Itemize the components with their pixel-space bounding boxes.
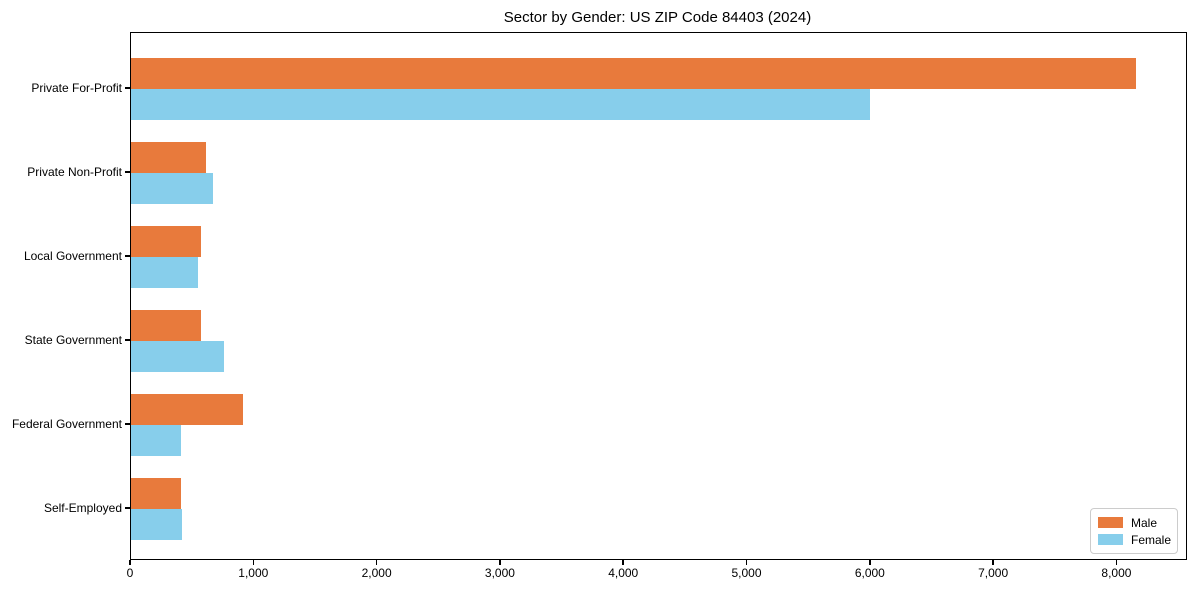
bar-female-0 bbox=[131, 89, 870, 120]
y-tick-mark bbox=[125, 339, 130, 341]
y-tick-label: State Government bbox=[24, 333, 122, 347]
x-tick-mark bbox=[992, 559, 994, 565]
x-tick-label: 1,000 bbox=[238, 566, 269, 580]
legend-item-female: Female bbox=[1098, 531, 1172, 548]
y-tick-label: Self-Employed bbox=[43, 501, 122, 515]
bar-male-4 bbox=[131, 394, 244, 425]
x-tick-mark bbox=[129, 559, 131, 565]
x-tick-mark bbox=[499, 559, 501, 565]
chart-title: Sector by Gender: US ZIP Code 84403 (202… bbox=[503, 9, 812, 26]
x-tick-label: 5,000 bbox=[731, 566, 762, 580]
bar-male-2 bbox=[131, 226, 201, 257]
legend-label: Male bbox=[1131, 515, 1158, 530]
x-tick-mark bbox=[745, 559, 748, 565]
x-tick-mark bbox=[1115, 559, 1118, 565]
y-tick-label: Local Government bbox=[23, 249, 122, 263]
x-tick-label: 7,000 bbox=[978, 566, 1009, 580]
y-tick-mark bbox=[125, 171, 130, 173]
y-tick-mark bbox=[125, 423, 130, 425]
y-tick-label: Private Non-Profit bbox=[27, 165, 122, 179]
x-tick-label: 3,000 bbox=[484, 566, 515, 580]
x-tick-label: 6,000 bbox=[854, 566, 885, 580]
y-tick-mark bbox=[125, 255, 130, 257]
bar-male-5 bbox=[131, 478, 181, 509]
x-tick-mark bbox=[252, 559, 255, 565]
bar-female-2 bbox=[131, 257, 198, 288]
x-tick-label: 8,000 bbox=[1101, 566, 1132, 580]
legend-label: Female bbox=[1131, 532, 1172, 547]
bar-female-4 bbox=[131, 425, 181, 456]
legend-item-male: Male bbox=[1098, 514, 1169, 531]
bar-male-3 bbox=[131, 310, 202, 341]
bar-female-5 bbox=[131, 509, 183, 540]
y-tick-label: Private For-Profit bbox=[31, 81, 122, 95]
y-tick-mark bbox=[125, 507, 130, 509]
bar-male-0 bbox=[131, 58, 1136, 89]
x-tick-mark bbox=[869, 559, 871, 565]
plot-area bbox=[130, 32, 1187, 560]
bar-female-3 bbox=[131, 341, 224, 372]
x-tick-label: 2,000 bbox=[361, 566, 392, 580]
x-tick-label: 4,000 bbox=[608, 566, 639, 580]
x-tick-mark bbox=[375, 559, 378, 565]
legend-swatch-male bbox=[1098, 517, 1123, 528]
y-tick-label: Federal Government bbox=[11, 417, 122, 431]
x-tick-mark bbox=[622, 559, 624, 565]
legend: Male Female bbox=[1090, 508, 1178, 554]
bar-female-1 bbox=[131, 173, 213, 204]
y-tick-mark bbox=[125, 87, 130, 89]
bar-male-1 bbox=[131, 142, 207, 173]
legend-swatch-female bbox=[1098, 534, 1123, 545]
x-tick-label: 0 bbox=[126, 566, 134, 580]
